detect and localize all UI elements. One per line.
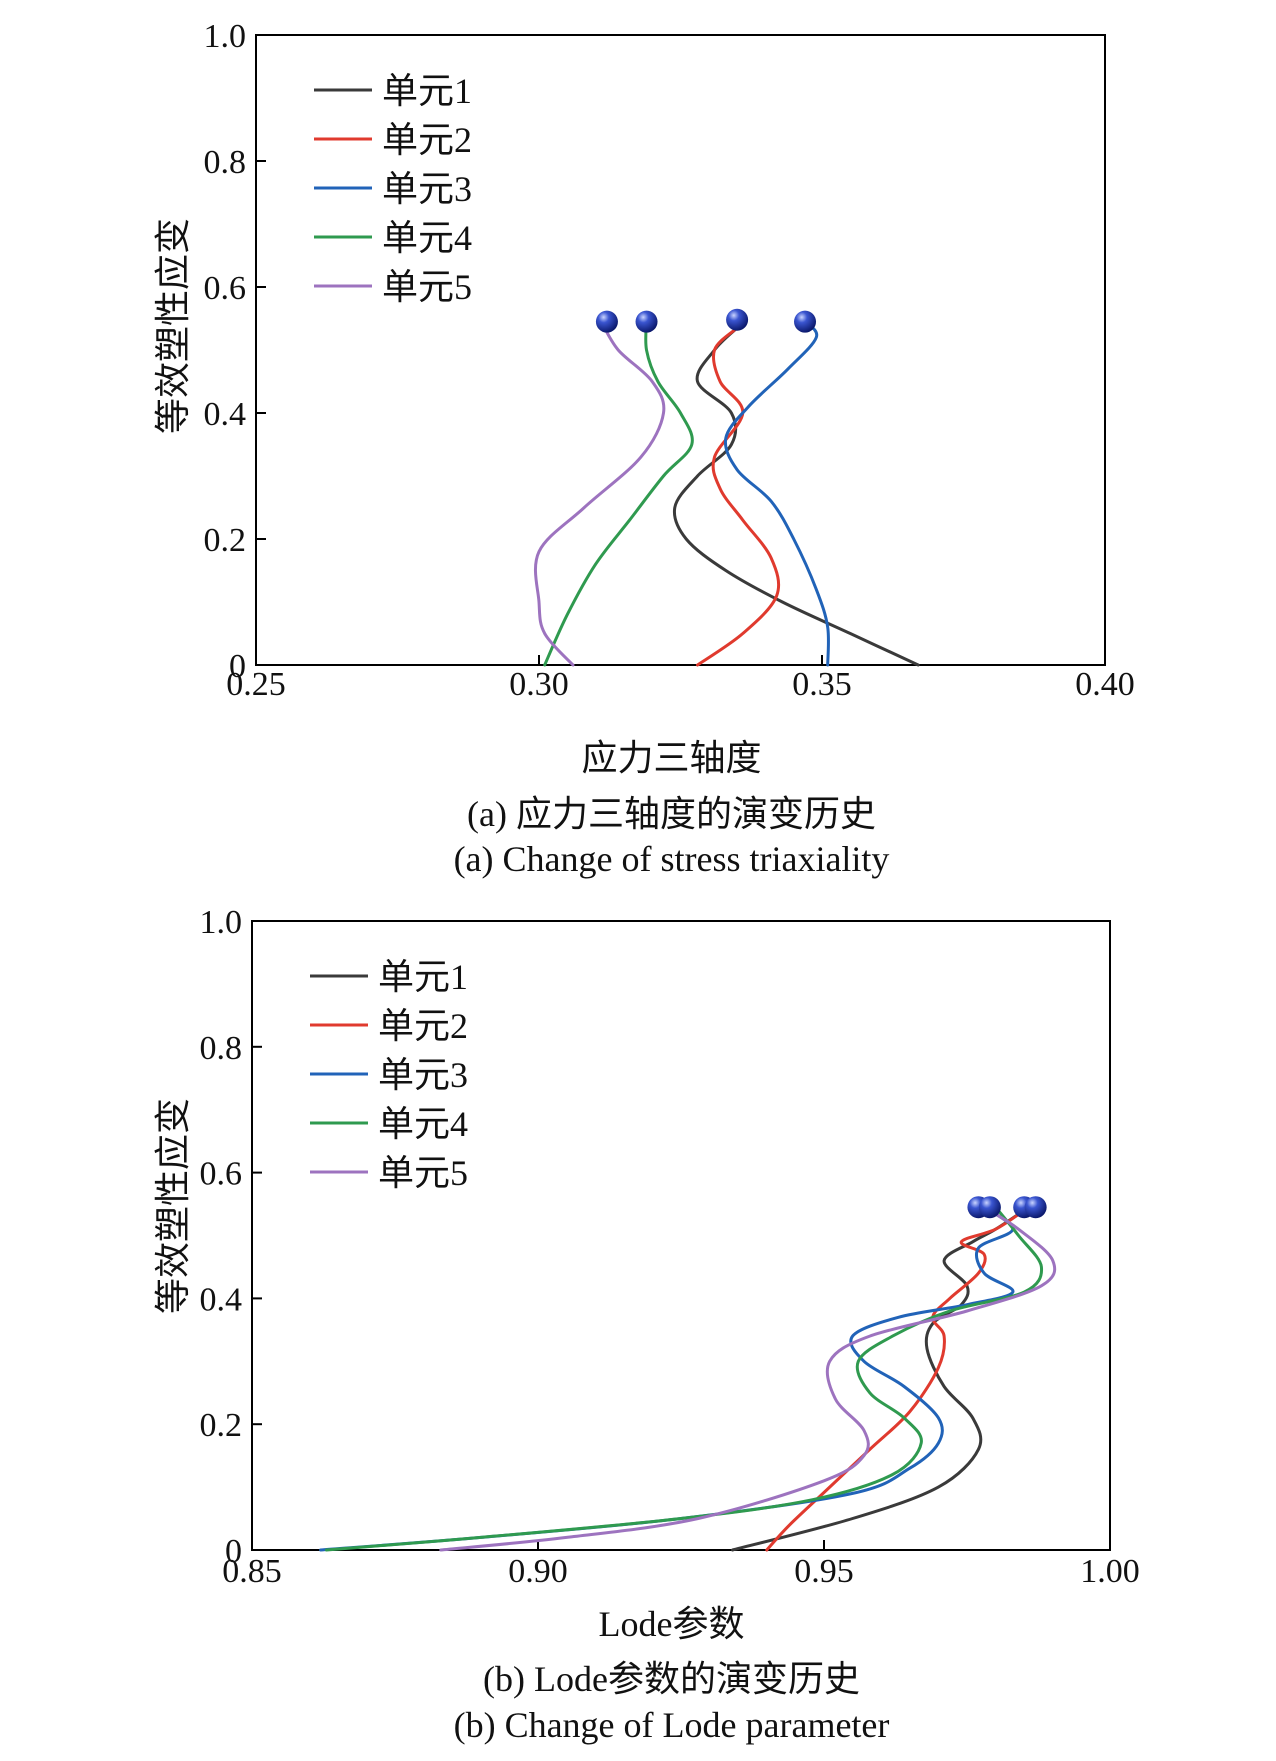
chart-a-plot: 0.25 0.30 0.35 0.40 0 0.2 0.4 0.6 0.8 1.0 单元1 单元2 单元… <box>204 18 1135 703</box>
series-line-3 <box>723 320 830 667</box>
y-tick-label: 1.0 <box>200 904 243 941</box>
y-tick-label: 0.6 <box>204 270 247 307</box>
y-tick-label: 0 <box>229 648 246 685</box>
chart-a-caption-cn: (a) 应力三轴度的演变历史 <box>467 794 876 834</box>
series-line-4 <box>543 320 694 667</box>
x-tick-label: 0.85 <box>222 1553 282 1590</box>
legend-label-2: 单元2 <box>382 120 472 160</box>
end-marker <box>1024 1196 1047 1219</box>
x-tick-label: 0.95 <box>794 1553 854 1590</box>
y-tick-label: 0.2 <box>204 522 247 559</box>
x-tick-label: 0.90 <box>508 1553 568 1590</box>
series-line-2 <box>696 326 781 667</box>
series-line-5 <box>439 1205 1057 1552</box>
y-tick-label: 0 <box>225 1533 242 1570</box>
legend-label-3: 单元3 <box>382 169 472 209</box>
series-line-1 <box>731 1208 1026 1552</box>
chart-a-frame <box>255 34 1106 666</box>
legend-label-3: 单元3 <box>378 1055 468 1095</box>
y-tick-label: 0.8 <box>204 144 247 181</box>
x-tick-label: 0.25 <box>226 666 286 703</box>
legend-label-4: 单元4 <box>382 218 472 258</box>
chart-panel-a: 0.25 0.30 0.35 0.40 0 0.2 0.4 0.6 0.8 1.0 单元1 单元2 单元… <box>0 0 1276 880</box>
y-tick-label: 1.0 <box>204 18 247 55</box>
chart-b-caption-en: (b) Change of Lode parameter <box>453 1705 890 1745</box>
chart-a-xlabel: 应力三轴度 <box>581 738 762 778</box>
x-tick-label: 0.40 <box>1075 666 1135 703</box>
legend-label-1: 单元1 <box>378 957 468 997</box>
x-tick-label: 1.00 <box>1080 1553 1140 1590</box>
y-tick-label: 0.2 <box>200 1407 243 1444</box>
chart-b-plot: 0.85 0.90 0.95 1.00 0 0.2 0.4 0.6 0.8 1.0 单元1 单元2 单元… <box>200 904 1140 1590</box>
chart-panel-b: 0.85 0.90 0.95 1.00 0 0.2 0.4 0.6 0.8 1.0 单元1 单元2 单元… <box>0 880 1276 1761</box>
y-tick-label: 0.6 <box>200 1156 243 1193</box>
series-line-2 <box>765 1208 1026 1552</box>
series-line-5 <box>533 320 666 667</box>
legend-label-1: 单元1 <box>382 71 472 111</box>
legend-label-4: 单元4 <box>378 1104 468 1144</box>
legend-label-5: 单元5 <box>382 267 472 307</box>
end-marker <box>595 310 618 333</box>
y-tick-label: 0.8 <box>200 1030 243 1067</box>
y-tick-label: 0.4 <box>200 1281 243 1318</box>
end-marker <box>978 1196 1001 1219</box>
series-line-1 <box>672 326 920 667</box>
end-marker <box>635 310 658 333</box>
chart-b-frame <box>251 920 1111 1551</box>
legend-label-5: 单元5 <box>378 1153 468 1193</box>
chart-b-caption-cn: (b) Lode参数的演变历史 <box>483 1659 860 1699</box>
end-marker <box>794 310 817 333</box>
end-marker <box>726 308 749 331</box>
chart-a-ylabel: 等效塑性应变 <box>153 218 193 435</box>
x-tick-label: 0.30 <box>509 666 569 703</box>
series-line-4 <box>324 1205 1044 1552</box>
chart-b-xlabel: Lode参数 <box>598 1604 745 1644</box>
chart-a-caption-en: (a) Change of stress triaxiality <box>453 839 890 879</box>
y-tick-label: 0.4 <box>204 396 247 433</box>
x-tick-label: 0.35 <box>792 666 852 703</box>
legend-label-2: 单元2 <box>378 1006 468 1046</box>
chart-b-ylabel: 等效塑性应变 <box>153 1098 193 1315</box>
